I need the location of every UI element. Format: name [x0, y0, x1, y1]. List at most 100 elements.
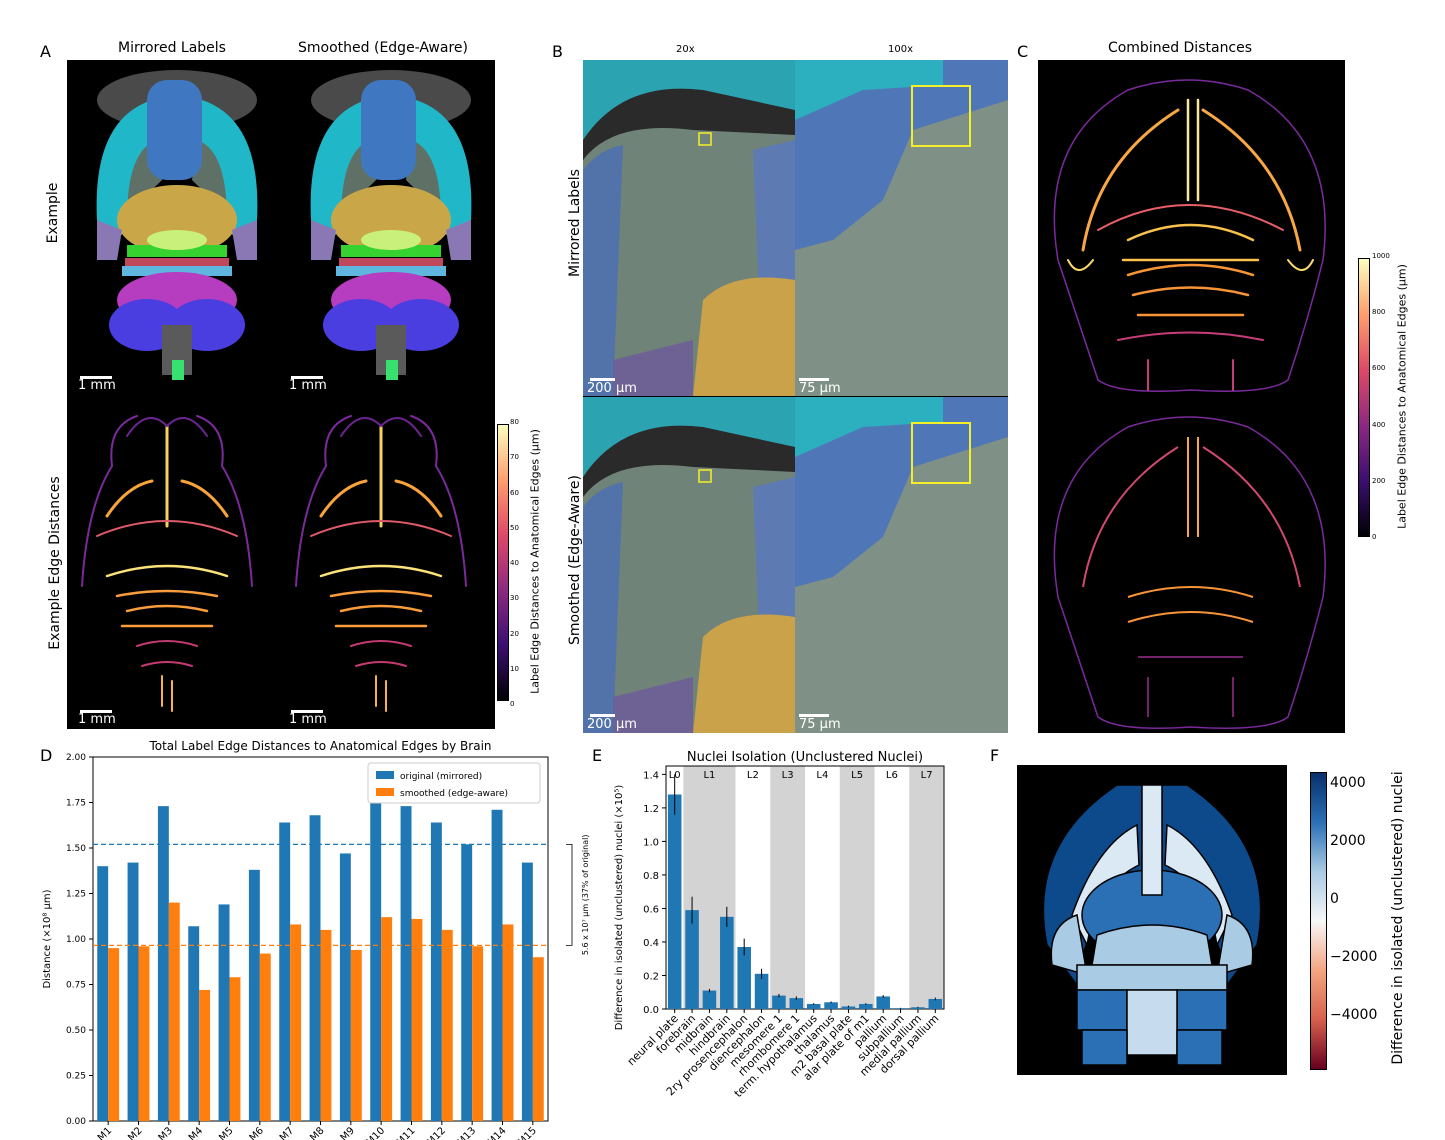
panel-e-bar: [928, 998, 943, 1009]
panel-c-colorbar-label: Label Edge Distances to Anatomical Edges…: [1395, 264, 1409, 529]
panel-a-scalebar-1: [80, 376, 112, 379]
panel-d-bar: [441, 929, 453, 1121]
panel-d-ytick-label: 1.25: [66, 890, 86, 900]
panel-d-xtick-label: M4: [187, 1125, 205, 1140]
panel-a-edge-distance-image: [67, 396, 495, 729]
panel-d-xtick-label: M9: [339, 1125, 357, 1140]
panel-f-colorbar-ticks: 4000 2000 0 −2000 −4000: [1330, 773, 1390, 1069]
panel-d-legend-label: original (mirrored): [400, 772, 482, 782]
panel-d-bar: [290, 924, 302, 1121]
panel-e-bar: [737, 946, 751, 1009]
panel-a-col-title-1: Mirrored Labels: [118, 40, 226, 56]
panel-e-level-label: L7: [921, 770, 933, 781]
panel-d-ytick-label: 1.75: [66, 799, 86, 809]
panel-b-scalebar-4: [799, 714, 829, 717]
panel-e-ytick-label: 0.4: [643, 938, 659, 949]
panel-d-xtick-label: M12: [425, 1125, 448, 1140]
panel-e-ytick-label: 0.0: [643, 1005, 659, 1016]
panel-b-scalebar-2: [799, 378, 829, 381]
panel-d-bar: [229, 977, 241, 1121]
panel-c-cbar-tick: 0: [1372, 532, 1377, 541]
panel-d-legend-swatch: [376, 771, 394, 779]
panel-d-ytick-label: 0.00: [66, 1117, 86, 1127]
panel-c-cbar-tick: 800: [1372, 308, 1386, 317]
panel-d-xtick-label: M11: [395, 1125, 418, 1140]
panel-d-ytick-label: 1.00: [66, 935, 86, 945]
panel-d-legend-label: smoothed (edge-aware): [400, 789, 508, 799]
panel-d-bar: [521, 862, 533, 1121]
panel-a-row-title-2: Example Edge Distances: [47, 476, 63, 650]
panel-b-scale-label-2: 75 μm: [799, 381, 841, 396]
panel-a-colorbar: [497, 424, 509, 701]
panel-c-colorbar: [1358, 258, 1370, 537]
panel-b-row-title-1: Mirrored Labels: [567, 169, 583, 277]
panel-d-bar: [491, 809, 503, 1121]
panel-c-colorbar-ticks: 0 200 400 600 800 1000: [1372, 252, 1390, 541]
panel-d-ytick-label: 2.00: [66, 753, 86, 763]
panel-a-scalebar-3: [80, 710, 112, 713]
panel-d-bar: [168, 902, 180, 1121]
panel-a-cbar-tick: 10: [510, 664, 519, 673]
panel-c-cbar-tick: 1000: [1372, 252, 1390, 260]
panel-a-colorbar-ticks: 0 10 20 30 40 50 60 70 80: [510, 418, 519, 708]
panel-d-chart: Total Label Edge Distances to Anatomical…: [42, 739, 590, 1140]
panel-a-colorbar-label: Label Edge Distances to Anatomical Edges…: [528, 429, 542, 694]
panel-d-ytick-label: 1.50: [66, 844, 86, 854]
panel-e-bar: [667, 794, 682, 1009]
panel-e-bar: [859, 1003, 873, 1009]
panel-d-xtick-label: M10: [364, 1125, 387, 1140]
panel-a-scale-label-4: 1 mm: [289, 712, 327, 727]
panel-d-xtick-label: M6: [248, 1125, 266, 1140]
panel-b-scale-label-3: 200 μm: [587, 717, 637, 732]
panel-e-bar: [824, 1002, 838, 1009]
panel-d-bar: [138, 946, 150, 1121]
panel-a-cbar-tick: 30: [510, 594, 519, 603]
panel-e-bar: [754, 973, 769, 1009]
panel-b-scalebar-3: [590, 714, 615, 717]
panel-d-bar: [430, 822, 442, 1121]
panel-e-level-label: L5: [851, 770, 863, 781]
panel-e-level-band: [839, 766, 875, 1009]
panel-a-col-title-2: Smoothed (Edge-Aware): [298, 40, 468, 56]
panel-d-bar: [320, 929, 332, 1121]
panel-f-map-image: [1017, 765, 1287, 1075]
panel-e-level-label: L1: [703, 770, 715, 781]
panel-d-ytick-label: 0.75: [66, 981, 86, 991]
panel-a-cbar-tick: 80: [510, 418, 519, 426]
panel-e-bar: [876, 996, 890, 1009]
panel-e-level-label: L4: [816, 770, 828, 781]
panel-d-xtick-label: M3: [157, 1125, 175, 1140]
panel-e-bar: [806, 1003, 821, 1009]
panel-d-bar: [461, 844, 473, 1121]
panel-d-bar: [188, 926, 200, 1121]
panel-e-bar: [911, 1007, 925, 1009]
panel-d-bar: [339, 853, 351, 1121]
panel-e-bar: [702, 990, 717, 1009]
panel-c-distance-image: [1038, 60, 1345, 733]
panel-d-legend-box: [367, 762, 541, 804]
panel-f-cbar-tick: 2000: [1330, 833, 1366, 849]
panel-a-example-image: [67, 60, 495, 396]
panel-b-row-title-2: Smoothed (Edge-Aware): [567, 475, 583, 645]
panel-a-cbar-tick: 20: [510, 629, 519, 638]
panel-f-colorbar-label: Difference in isolated (unclustered) nuc…: [1390, 771, 1406, 1065]
panel-f-cbar-tick: 0: [1330, 891, 1339, 907]
panel-c-cbar-tick: 400: [1372, 420, 1386, 429]
panel-f-letter: F: [990, 746, 1000, 765]
panel-a-letter: A: [40, 42, 51, 61]
panel-d-ytick-label: 0.50: [66, 1026, 86, 1036]
panel-a-scale-label-3: 1 mm: [78, 712, 116, 727]
panel-e-bar: [772, 995, 786, 1009]
panel-d-bar: [532, 957, 544, 1121]
panel-e-chart: Nuclei Isolation (Unclustered Nuclei)L0 L…: [614, 750, 945, 1100]
panel-e-level-band: [770, 766, 805, 1009]
panel-a-scalebar-2: [291, 376, 323, 379]
panel-e-ytick-label: 1.0: [643, 837, 659, 848]
panel-d-bar: [157, 806, 169, 1121]
panel-b-col-title-1: 20x: [676, 44, 695, 55]
panel-d-letter: D: [40, 746, 53, 765]
panel-e-ytick-label: 0.8: [643, 871, 659, 882]
panel-d-xtick-label: M5: [217, 1125, 235, 1140]
panel-e-ytick-label: 1.4: [643, 770, 659, 781]
panel-e-axes-frame: [665, 765, 945, 1010]
